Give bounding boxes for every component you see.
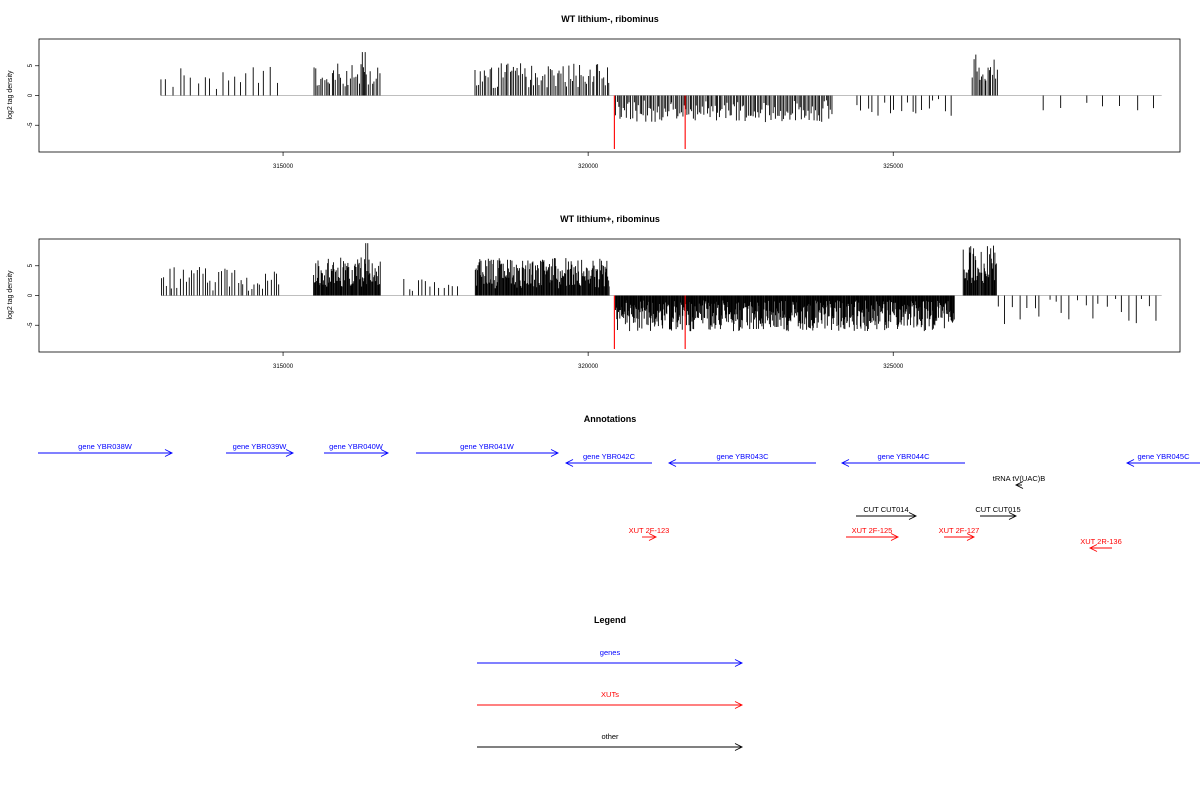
feature-arrow-head-icon <box>908 512 918 520</box>
feature-label: XUT 2F-125 <box>852 526 893 535</box>
panel-2-title: WT lithium+, ribominus <box>560 214 660 224</box>
feature-arrow-head-icon <box>1008 512 1018 520</box>
feature-label: XUT 2F-123 <box>629 526 670 535</box>
feature-label: gene YBR039W <box>233 442 288 451</box>
feature-label: gene YBR043C <box>717 452 770 461</box>
panel-1-x-axis: 315000 320000 325000 <box>273 152 904 170</box>
feature-label: gene YBR045C <box>1138 452 1191 461</box>
feature-label: XUT 2R-136 <box>1080 537 1122 546</box>
panel-1-x-tick-label: 320000 <box>578 164 599 170</box>
legend-item-label: XUTs <box>601 690 619 699</box>
panel-2-y-axis: -5 0 5 <box>28 263 39 328</box>
panel-1-bars <box>160 52 1162 150</box>
annotations-title: Annotations <box>584 414 637 424</box>
feature-arrow-head-icon <box>648 533 658 541</box>
feature-label: gene YBR038W <box>78 442 133 451</box>
feature-arrow-head-icon <box>564 459 574 467</box>
panel-1-y-tick-label: 5 <box>28 63 34 67</box>
legend-item-label: other <box>601 732 619 741</box>
legend-arrow-head-icon <box>734 743 744 751</box>
legend-items: genes XUTs other <box>477 648 744 751</box>
panel-2-x-tick-label: 325000 <box>883 364 904 370</box>
panel-1-title: WT lithium-, ribominus <box>561 14 659 24</box>
feature-arrow-head-icon <box>1088 544 1098 552</box>
feature-label: gene YBR044C <box>878 452 931 461</box>
feature-arrow-head-icon <box>667 459 677 467</box>
feature-label: gene YBR041W <box>460 442 515 451</box>
panel-1-x-tick-label: 315000 <box>273 164 294 170</box>
feature-arrow-head-icon <box>1125 459 1135 467</box>
feature-arrow-head-icon <box>890 533 900 541</box>
legend-item-label: genes <box>600 648 621 657</box>
feature-arrow-head-icon <box>966 533 976 541</box>
panel-2-y-tick-label: -5 <box>28 322 34 328</box>
panel-2-y-tick-label: 0 <box>28 293 34 297</box>
feature-label: tRNA tV(UAC)B <box>993 474 1046 483</box>
panel-1-ylabel: log2 tag density <box>7 70 14 120</box>
feature-label: gene YBR042C <box>583 452 636 461</box>
panel-1-y-axis: -5 0 5 <box>28 63 39 128</box>
panel-2-bars <box>161 243 1162 350</box>
panel-2-ylabel: log2 tag density <box>7 270 14 320</box>
feature-arrow-head-icon <box>164 449 174 457</box>
feature-label: gene YBR040W <box>329 442 384 451</box>
feature-arrow-head-icon <box>285 449 295 457</box>
legend: Legend genes XUTs other <box>477 615 744 751</box>
legend-arrow-head-icon <box>734 701 744 709</box>
panel-lithium-minus: WT lithium-, ribominus log2 tag density … <box>7 14 1181 170</box>
panel-1-x-tick-label: 325000 <box>883 164 904 170</box>
panel-2-y-tick-label: 5 <box>28 263 34 267</box>
feature-label: XUT 2F-127 <box>939 526 980 535</box>
feature-arrow-head-icon <box>1014 481 1024 489</box>
feature-label: CUT CUT014 <box>863 505 908 514</box>
panel-2-x-axis: 315000 320000 325000 <box>273 352 904 370</box>
annotation-features: gene YBR038W gene YBR039W gene YBR040W gene… <box>38 442 1200 552</box>
feature-arrow-head-icon <box>380 449 390 457</box>
panel-lithium-plus: WT lithium+, ribominus log2 tag density … <box>7 214 1181 370</box>
feature-arrow-head-icon <box>550 449 560 457</box>
feature-arrow-head-icon <box>840 459 850 467</box>
legend-arrow-head-icon <box>734 659 744 667</box>
feature-label: CUT CUT015 <box>975 505 1020 514</box>
panel-1-y-tick-label: -5 <box>28 122 34 128</box>
panel-1-y-tick-label: 0 <box>28 93 34 97</box>
panel-2-x-tick-label: 320000 <box>578 364 599 370</box>
annotations-track: Annotations gene YBR038W gene YBR039W gene… <box>38 414 1200 552</box>
legend-title: Legend <box>594 615 626 625</box>
panel-2-x-tick-label: 315000 <box>273 364 294 370</box>
